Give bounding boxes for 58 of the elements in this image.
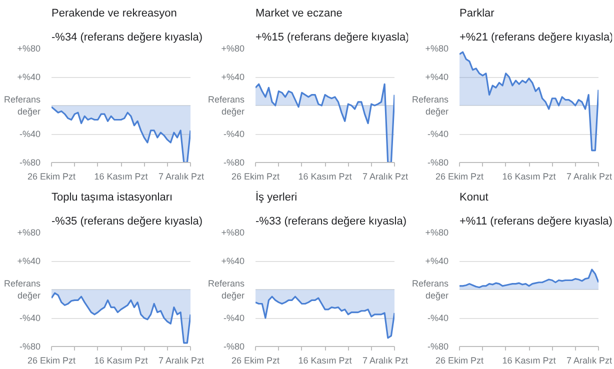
chart-subtitle: -%33 (referans değere kıyasla): [256, 216, 407, 228]
x-tick-label: 16 Kasım Pzt: [298, 356, 352, 366]
y-tick-label: -%80: [19, 342, 41, 352]
x-tick-label: 16 Kasım Pzt: [502, 356, 556, 366]
y-tick-label: -%40: [19, 129, 41, 139]
x-tick-label: 26 Ekim Pzt: [435, 356, 484, 366]
x-tick-label: 7 Aralık Pzt: [158, 356, 205, 366]
chart-title: Toplu taşıma istasyonları: [52, 192, 173, 204]
chart-title: Konut: [460, 192, 488, 204]
chart-title: Perakende ve rekreasyon: [52, 8, 177, 20]
x-tick-label: 7 Aralık Pzt: [362, 172, 409, 182]
x-tick-label: 7 Aralık Pzt: [566, 356, 613, 366]
y-tick-label: +%80: [425, 44, 449, 54]
chart-title: Market ve eczane: [256, 8, 342, 20]
x-tick-label: 16 Kasım Pzt: [298, 172, 352, 182]
y-tick-label: -%40: [427, 129, 449, 139]
x-tick-label: 26 Ekim Pzt: [435, 172, 484, 182]
x-tick-label: 7 Aralık Pzt: [362, 356, 409, 366]
x-tick-label: 7 Aralık Pzt: [158, 172, 205, 182]
y-tick-label: -%40: [19, 313, 41, 323]
y-tick-label: Referans değer: [4, 94, 41, 116]
x-tick-label: 26 Ekim Pzt: [27, 172, 76, 182]
y-tick-label: +%40: [221, 72, 245, 82]
y-tick-label: +%40: [221, 256, 245, 266]
y-tick-label: -%80: [427, 342, 449, 352]
y-tick-label: Referans değer: [208, 94, 245, 116]
y-tick-label: -%80: [223, 342, 245, 352]
y-tick-label: +%40: [425, 72, 449, 82]
y-tick-label: +%40: [17, 256, 41, 266]
chart-title: İş yerleri: [256, 190, 298, 204]
y-tick-label: -%80: [427, 158, 449, 168]
y-tick-label: +%80: [17, 228, 41, 238]
chart-subtitle: +%11 (referans değere kıyasla): [460, 216, 612, 228]
x-tick-label: 7 Aralık Pzt: [566, 172, 613, 182]
y-tick-label: -%80: [223, 158, 245, 168]
x-tick-label: 16 Kasım Pzt: [502, 172, 556, 182]
x-tick-label: 26 Ekim Pzt: [231, 172, 280, 182]
chart-title: Parklar: [460, 8, 495, 20]
chart-subtitle: -%35 (referans değere kıyasla): [52, 216, 203, 228]
y-tick-label: +%40: [425, 256, 449, 266]
y-tick-label: Referans değer: [412, 94, 449, 116]
y-tick-label: -%40: [223, 129, 245, 139]
y-tick-label: +%80: [425, 228, 449, 238]
y-tick-label: -%40: [427, 313, 449, 323]
x-tick-label: 16 Kasım Pzt: [94, 356, 148, 366]
y-tick-label: Referans değer: [208, 278, 245, 300]
y-tick-label: Referans değer: [4, 278, 41, 300]
y-tick-label: +%80: [221, 44, 245, 54]
y-tick-label: -%80: [19, 158, 41, 168]
y-tick-label: -%40: [223, 313, 245, 323]
chart-subtitle: -%34 (referans değere kıyasla): [52, 32, 203, 44]
y-tick-label: +%80: [17, 44, 41, 54]
x-tick-label: 26 Ekim Pzt: [231, 356, 280, 366]
y-tick-label: +%40: [17, 72, 41, 82]
x-tick-label: 16 Kasım Pzt: [94, 172, 148, 182]
y-tick-label: +%80: [221, 228, 245, 238]
y-tick-label: Referans değer: [412, 278, 449, 300]
x-tick-label: 26 Ekim Pzt: [27, 356, 76, 366]
